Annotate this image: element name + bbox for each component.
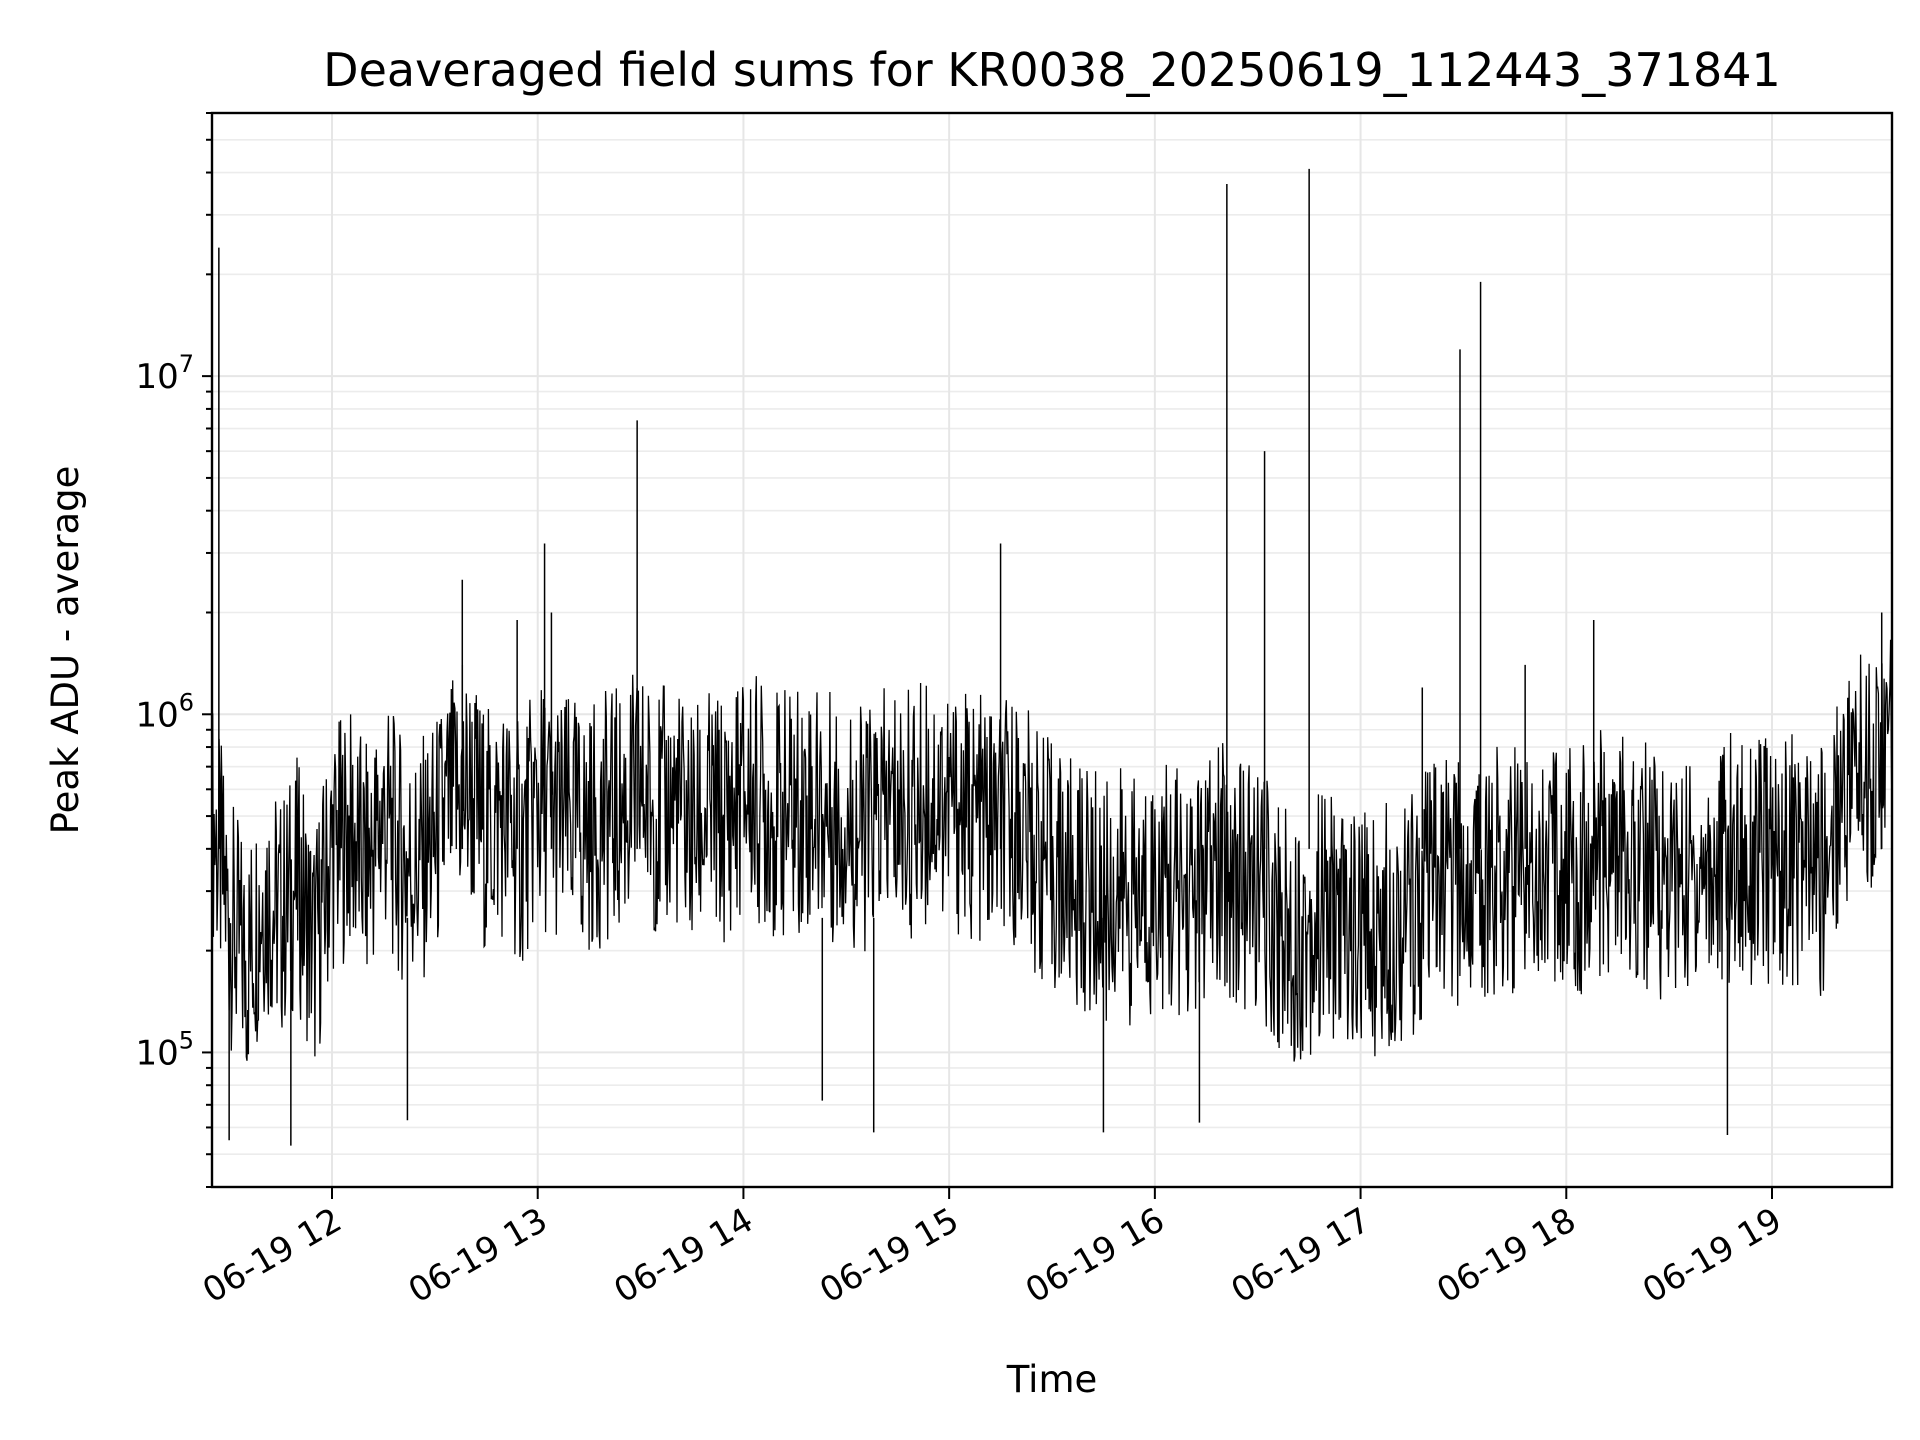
x-axis-label: Time (1006, 1358, 1098, 1401)
y-tick-label: 106 (135, 688, 194, 735)
plot-frame (210, 111, 1894, 1189)
series-line (211, 634, 1893, 1062)
data-series (211, 168, 1893, 1146)
chart-title: Deaveraged field sums for KR0038_2025061… (323, 43, 1781, 97)
y-axis-label: Peak ADU - average (44, 466, 87, 835)
y-tick-label: 107 (135, 350, 194, 397)
y-tick-label: 105 (135, 1026, 194, 1073)
y-axis: 105 106 107 (135, 112, 212, 1188)
